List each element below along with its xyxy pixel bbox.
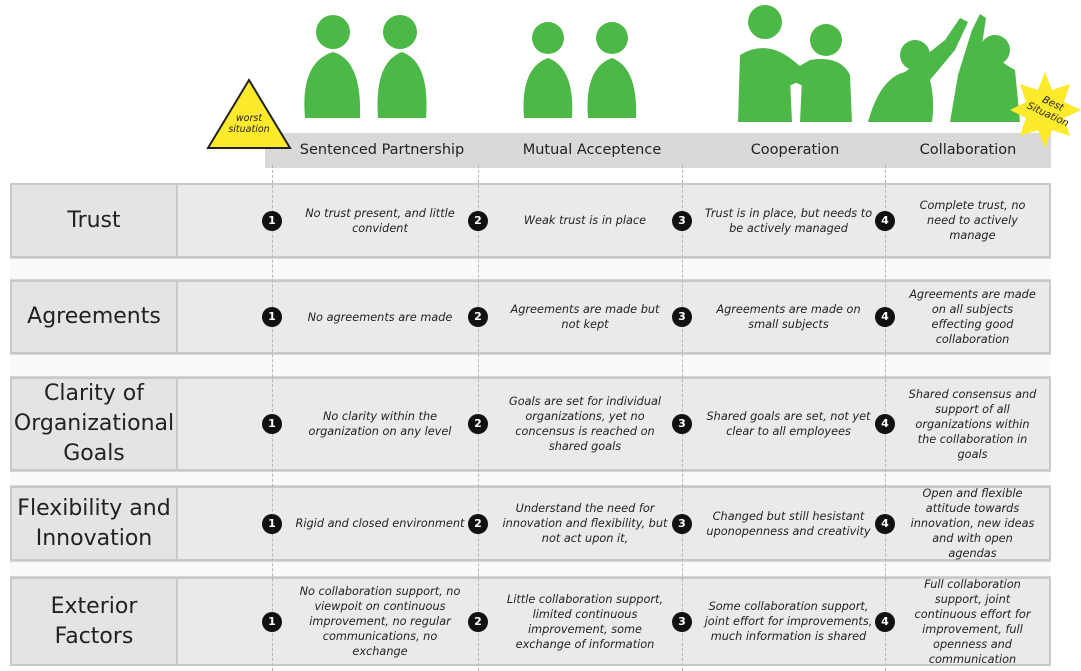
cell-text: Agreements are made on all subjects effe… <box>909 288 1036 346</box>
step-number: 2 <box>468 414 488 434</box>
cell-text: Understand the need for innovation and f… <box>502 502 668 545</box>
step-number: 1 <box>262 414 282 434</box>
step-number: 2 <box>468 513 488 534</box>
row-background <box>178 577 1051 666</box>
row-separator <box>10 561 1051 577</box>
cell-text: Complete trust, no need to actively mana… <box>919 199 1026 242</box>
cell-text: Changed but still hesistant uponopenness… <box>706 509 871 538</box>
stage-label: Collaboration <box>919 142 1017 158</box>
row-label: Agreements <box>10 280 178 354</box>
step-number: 1 <box>262 210 282 231</box>
step-number: 1 <box>262 513 282 534</box>
silhouettes <box>304 5 1020 122</box>
stage-label: Mutual Acceptence <box>522 142 662 158</box>
step-number: 2 <box>468 307 488 327</box>
row-separator <box>10 258 1051 280</box>
cell-text: No trust present, and little convident <box>305 206 455 235</box>
worst-label: worst situation <box>228 113 270 135</box>
cell-text: Shared consensus and support of all orga… <box>908 387 1037 461</box>
row-background <box>178 280 1051 354</box>
cell-text: No clarity within the organization on an… <box>308 410 452 438</box>
row-background <box>178 183 1051 258</box>
cell-text: No collaboration support, no viewpoit on… <box>299 585 461 658</box>
row-background <box>178 486 1051 561</box>
step-number: 4 <box>875 414 895 434</box>
cell-text: Weak trust is in place <box>523 214 647 227</box>
cell-text: Shared goals are set, not yet clear to a… <box>706 410 871 438</box>
row-separator <box>10 354 1051 377</box>
step-number: 3 <box>672 611 692 632</box>
step-number: 3 <box>672 414 692 434</box>
best-star <box>1010 72 1081 148</box>
step-number: 3 <box>672 307 692 327</box>
cell-text: No agreements are made <box>307 310 453 324</box>
step-number: 3 <box>672 513 692 534</box>
step-number: 2 <box>468 210 488 231</box>
step-number: 4 <box>875 210 895 231</box>
row-background <box>178 377 1051 471</box>
row-label: Flexibility and Innovation <box>10 486 178 561</box>
stage-bar <box>265 133 1051 168</box>
step-number: 4 <box>875 611 895 632</box>
warning-triangle <box>206 78 292 149</box>
step-number: 3 <box>672 210 692 231</box>
cell-text: Goals are set for individual organizatio… <box>508 395 662 453</box>
cell-text: Some collaboration support, joint effort… <box>704 600 873 643</box>
cell-text: Full collaboration support, joint contin… <box>914 577 1031 666</box>
stage-label: Sentenced Partnership <box>299 142 465 158</box>
step-number: 1 <box>262 307 282 327</box>
cell-text: Trust is in place, but needs to be activ… <box>704 206 873 235</box>
step-number: 2 <box>468 611 488 632</box>
step-number: 1 <box>262 611 282 632</box>
header-art <box>206 5 1081 168</box>
step-number: 4 <box>875 513 895 534</box>
step-number: 4 <box>875 307 895 327</box>
row-separator <box>10 471 1051 486</box>
cell-text: Rigid and closed environment <box>295 517 465 530</box>
cell-text: Agreements are made but not kept <box>510 303 660 331</box>
row-label: Clarity of Organizational Goals <box>10 377 178 471</box>
cell-text: Agreements are made on small subjects <box>716 303 861 331</box>
row-label: Trust <box>10 183 178 258</box>
cell-text: Open and flexible attitude towards innov… <box>910 487 1035 560</box>
stage-label: Cooperation <box>750 142 840 158</box>
cell-text: Little collaboration support, limited co… <box>506 592 664 651</box>
row-label: Exterior Factors <box>10 577 178 666</box>
